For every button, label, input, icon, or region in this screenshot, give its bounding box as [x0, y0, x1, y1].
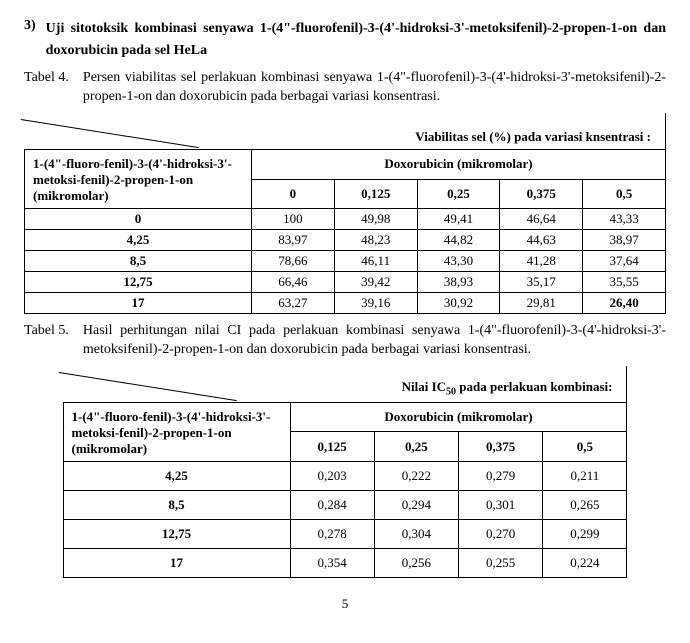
section-number: 3) — [24, 18, 36, 61]
table4-col-3: 0,375 — [500, 179, 583, 209]
table5-col-2: 0,375 — [458, 432, 542, 462]
table-row: 8,578,6646,1143,3041,2837,64 — [25, 251, 666, 272]
table5-diag-header: Nilai IC50 pada perlakuan kombinasi: — [402, 379, 613, 398]
cell: 0,224 — [543, 548, 627, 577]
row-label: 8,5 — [25, 251, 252, 272]
table4: Viabilitas sel (%) pada variasi knsentra… — [24, 113, 666, 314]
ic50-sub: 50 — [446, 387, 456, 398]
cell: 83,97 — [252, 230, 335, 251]
table4-caption-label: Tabel 4. — [24, 69, 69, 107]
cell: 0,265 — [543, 490, 627, 519]
cell: 49,41 — [417, 209, 500, 230]
cell: 0,304 — [374, 519, 458, 548]
row-label: 0 — [25, 209, 252, 230]
cell: 44,63 — [500, 230, 583, 251]
cell: 39,16 — [334, 293, 417, 314]
cell: 38,93 — [417, 272, 500, 293]
table4-col-2: 0,25 — [417, 179, 500, 209]
row-label: 4,25 — [63, 461, 290, 490]
table4-caption: Tabel 4. Persen viabilitas sel perlakuan… — [24, 69, 666, 107]
cell: 63,27 — [252, 293, 335, 314]
table5-col-0: 0,125 — [290, 432, 374, 462]
table-row: 1763,2739,1630,9229,8126,40 — [25, 293, 666, 314]
row-label: 8,5 — [63, 490, 290, 519]
cell: 0,294 — [374, 490, 458, 519]
ic50-pre: Nilai IC — [402, 379, 446, 394]
table5: Nilai IC50 pada perlakuan kombinasi: 1-(… — [63, 366, 628, 578]
cell: 41,28 — [500, 251, 583, 272]
table-row: 4,250,2030,2220,2790,211 — [63, 461, 627, 490]
table5-caption-text: Hasil perhitungan nilai CI pada perlakua… — [83, 322, 666, 360]
diagonal-line-icon — [59, 372, 237, 401]
row-label: 4,25 — [25, 230, 252, 251]
table4-diag-cell: Viabilitas sel (%) pada variasi knsentra… — [25, 113, 666, 150]
cell: 66,46 — [252, 272, 335, 293]
table-row: 010049,9849,4146,6443,33 — [25, 209, 666, 230]
cell: 35,17 — [500, 272, 583, 293]
cell: 0,301 — [458, 490, 542, 519]
cell: 0,211 — [543, 461, 627, 490]
row-label: 12,75 — [25, 272, 252, 293]
cell: 37,64 — [583, 251, 666, 272]
table5-caption: Tabel 5. Hasil perhitungan nilai CI pada… — [24, 322, 666, 360]
cell: 0,270 — [458, 519, 542, 548]
table-row: 8,50,2840,2940,3010,265 — [63, 490, 627, 519]
table5-col-1: 0,25 — [374, 432, 458, 462]
cell: 0,284 — [290, 490, 374, 519]
table4-caption-text: Persen viabilitas sel perlakuan kombinas… — [83, 69, 666, 107]
cell: 29,81 — [500, 293, 583, 314]
cell: 38,97 — [583, 230, 666, 251]
cell: 30,92 — [417, 293, 500, 314]
section-heading: 3) Uji sitotoksik kombinasi senyawa 1-(4… — [24, 18, 666, 61]
cell: 78,66 — [252, 251, 335, 272]
cell: 0,299 — [543, 519, 627, 548]
row-label: 17 — [63, 548, 290, 577]
table4-diag-header: Viabilitas sel (%) pada variasi knsentra… — [415, 129, 651, 145]
table4-col-4: 0,5 — [583, 179, 666, 209]
cell: 0,203 — [290, 461, 374, 490]
cell: 0,354 — [290, 548, 374, 577]
cell: 100 — [252, 209, 335, 230]
cell: 0,255 — [458, 548, 542, 577]
cell: 43,33 — [583, 209, 666, 230]
table5-col-group: Doxorubicin (mikromolar) — [290, 402, 627, 432]
cell: 49,98 — [334, 209, 417, 230]
cell: 39,42 — [334, 272, 417, 293]
table5-col-3: 0,5 — [543, 432, 627, 462]
table-row: 12,750,2780,3040,2700,299 — [63, 519, 627, 548]
cell: 46,11 — [334, 251, 417, 272]
cell: 35,55 — [583, 272, 666, 293]
table-row: 4,2583,9748,2344,8244,6338,97 — [25, 230, 666, 251]
table4-col-0: 0 — [252, 179, 335, 209]
cell: 46,64 — [500, 209, 583, 230]
page-number: 5 — [24, 596, 666, 612]
section-title: Uji sitotoksik kombinasi senyawa 1-(4"-f… — [46, 18, 666, 61]
table4-col-group: Doxorubicin (mikromolar) — [252, 150, 666, 180]
table5-caption-label: Tabel 5. — [24, 322, 69, 360]
table5-diag-cell: Nilai IC50 pada perlakuan kombinasi: — [63, 366, 627, 403]
table-row: 12,7566,4639,4238,9335,1735,55 — [25, 272, 666, 293]
cell: 0,256 — [374, 548, 458, 577]
cell: 0,279 — [458, 461, 542, 490]
cell: 0,278 — [290, 519, 374, 548]
table4-col-1: 0,125 — [334, 179, 417, 209]
table-row: 170,3540,2560,2550,224 — [63, 548, 627, 577]
row-label: 17 — [25, 293, 252, 314]
cell: 48,23 — [334, 230, 417, 251]
table4-row-header: 1-(4"-fluoro-fenil)-3-(4'-hidroksi-3'-me… — [25, 150, 252, 209]
cell: 26,40 — [583, 293, 666, 314]
ic50-post: pada perlakuan kombinasi: — [456, 379, 612, 394]
cell: 44,82 — [417, 230, 500, 251]
diagonal-line-icon — [20, 119, 198, 148]
row-label: 12,75 — [63, 519, 290, 548]
table5-row-header: 1-(4"-fluoro-fenil)-3-(4'-hidroksi-3'-me… — [63, 402, 290, 461]
cell: 0,222 — [374, 461, 458, 490]
cell: 43,30 — [417, 251, 500, 272]
